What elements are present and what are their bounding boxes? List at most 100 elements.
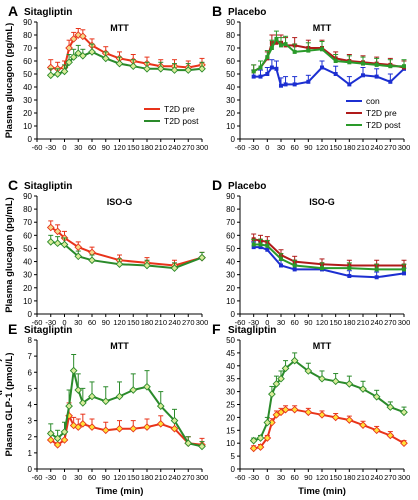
x-tick-label: -30 <box>45 318 56 327</box>
y-tick-label: 35 <box>226 375 235 384</box>
x-tick-label: 210 <box>357 473 370 482</box>
data-point <box>290 356 299 365</box>
x-tick-label: 180 <box>141 473 154 482</box>
panel-subtitle: MTT <box>110 341 129 351</box>
data-point <box>60 428 69 436</box>
data-point <box>345 416 354 424</box>
y-tick-label: 6 <box>28 368 33 377</box>
series-line <box>50 370 203 448</box>
x-tick-label: 240 <box>370 318 383 327</box>
y-tick-label: 45 <box>226 349 235 358</box>
y-tick-label: 30 <box>226 388 235 397</box>
data-point <box>46 436 55 444</box>
y-tick-label: 0 <box>28 135 33 144</box>
data-point <box>345 380 354 388</box>
data-point <box>274 36 279 41</box>
data-point <box>46 238 55 246</box>
y-tick-label: 90 <box>226 192 235 201</box>
data-point <box>60 67 69 76</box>
x-tick-label: 180 <box>141 143 154 152</box>
data-point <box>400 408 408 417</box>
y-tick-label: 20 <box>23 109 32 118</box>
series-line <box>253 359 405 442</box>
x-tick-label: 180 <box>343 143 356 152</box>
x-tick-label: 240 <box>168 143 181 152</box>
x-tick-label: 210 <box>154 473 167 482</box>
data-point <box>78 399 87 407</box>
x-tick-label: 150 <box>127 473 140 482</box>
y-tick-label: 0 <box>231 465 236 474</box>
x-tick-label: 120 <box>113 318 126 327</box>
data-point <box>277 408 285 417</box>
data-point <box>65 402 73 410</box>
series-3 <box>251 238 407 272</box>
data-point <box>272 380 281 388</box>
panel-subtitle: MTT <box>313 341 332 351</box>
data-point <box>115 59 124 68</box>
data-point <box>198 64 206 73</box>
data-point <box>278 83 283 88</box>
data-point <box>268 390 276 399</box>
data-point <box>74 243 83 251</box>
data-point <box>331 377 340 386</box>
y-tick-label: 25 <box>226 401 235 410</box>
x-tick-label: 180 <box>141 318 154 327</box>
data-point <box>129 62 138 71</box>
legend-label: con <box>366 96 380 106</box>
legend-label: T2D post <box>164 116 199 126</box>
x-tick-label: 60 <box>290 318 298 327</box>
x-tick-label: 120 <box>113 473 126 482</box>
x-tick-label: 270 <box>384 143 397 152</box>
y-tick-label: 30 <box>23 96 32 105</box>
panel-letter: D <box>212 177 222 193</box>
x-tick-label: 150 <box>329 473 342 482</box>
x-tick-label: 240 <box>168 318 181 327</box>
y-tick-label: 90 <box>23 18 32 27</box>
data-point <box>53 434 62 443</box>
x-tick-label: 0 <box>265 143 269 152</box>
y-tick-label: 0 <box>28 465 33 474</box>
data-point <box>319 266 324 271</box>
panel-letter: F <box>212 321 221 337</box>
y-axis-label: Plasma GIP (pmol/L) <box>0 358 3 450</box>
data-point <box>347 60 352 65</box>
x-tick-label: 60 <box>88 318 96 327</box>
data-point <box>88 423 96 431</box>
x-tick-label: 150 <box>127 143 140 152</box>
data-point <box>306 79 311 84</box>
x-tick-label: 90 <box>102 318 110 327</box>
y-tick-label: 60 <box>23 57 32 66</box>
series-line <box>50 50 203 77</box>
x-axis-label: Time (min) <box>96 486 144 497</box>
y-tick-label: 30 <box>226 271 235 280</box>
y-tick-label: 20 <box>226 284 235 293</box>
x-tick-label: 210 <box>357 143 370 152</box>
data-point <box>53 239 62 248</box>
x-tick-label: -30 <box>248 318 259 327</box>
data-point <box>374 275 379 280</box>
data-point <box>359 385 367 393</box>
x-tick-label: -30 <box>248 143 259 152</box>
x-tick-label: 210 <box>357 318 370 327</box>
y-tick-label: 70 <box>226 44 235 53</box>
x-tick-label: 270 <box>182 318 195 327</box>
x-tick-label: 270 <box>384 318 397 327</box>
y-tick-label: 50 <box>226 244 235 253</box>
data-point <box>258 74 263 79</box>
y-tick-label: 80 <box>226 31 235 40</box>
legend: con T2D pre T2D post <box>346 96 401 130</box>
data-point <box>170 424 179 433</box>
y-tick-label: 10 <box>226 122 235 131</box>
y-tick-label: 70 <box>23 44 32 53</box>
data-point <box>74 423 83 431</box>
data-point <box>53 227 62 236</box>
series-1 <box>249 405 408 453</box>
y-tick-label: 40 <box>23 258 32 267</box>
data-point <box>101 54 110 63</box>
x-tick-label: 0 <box>265 318 269 327</box>
panel-title: Sitagliptin <box>228 325 276 336</box>
data-point <box>143 423 151 431</box>
series-1 <box>46 402 206 449</box>
